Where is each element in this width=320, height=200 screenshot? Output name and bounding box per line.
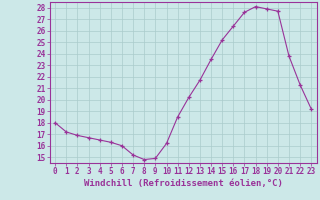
X-axis label: Windchill (Refroidissement éolien,°C): Windchill (Refroidissement éolien,°C) [84, 179, 283, 188]
